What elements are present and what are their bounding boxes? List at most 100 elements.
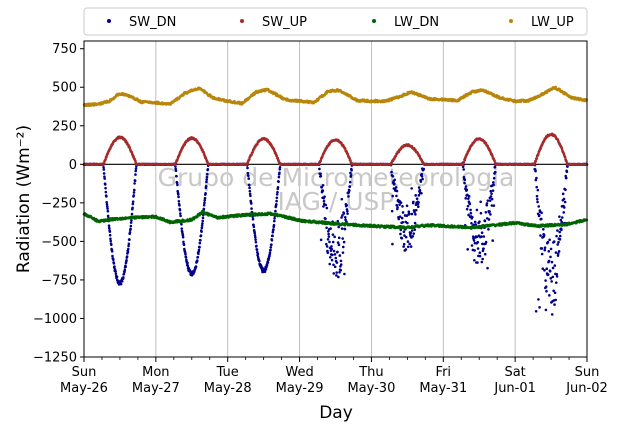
sw-dn-point <box>555 275 559 278</box>
sw-dn-point <box>126 250 130 254</box>
sw-dn-point <box>560 228 563 232</box>
sw-dn-point <box>206 172 209 176</box>
sw-dn-point <box>401 220 405 224</box>
sw-dn-point <box>414 213 417 216</box>
sw-dn-point <box>322 199 326 203</box>
sw-dn-point <box>473 249 476 252</box>
sw-dn-point <box>417 194 421 197</box>
sw-dn-point <box>478 220 481 223</box>
sw-dn-point <box>124 265 127 269</box>
sw-dn-point <box>535 176 538 180</box>
sw-dn-point <box>105 205 109 208</box>
sw-dn-point <box>553 291 557 295</box>
sw-dn-point <box>178 212 182 215</box>
sw-dn-point <box>402 230 406 233</box>
sw-dn-point <box>410 212 414 216</box>
sw-dn-point <box>323 195 326 198</box>
sw-dn-point <box>466 193 469 197</box>
sw-dn-point <box>129 224 133 228</box>
sw-dn-point <box>489 213 492 216</box>
sw-dn-point <box>342 240 346 244</box>
sw-dn-point <box>112 262 116 265</box>
sw-dn-point <box>269 248 272 252</box>
sw-dn-point <box>108 230 112 233</box>
sw-dn-point <box>204 184 208 188</box>
sw-dn-point <box>341 245 345 249</box>
sw-dn-point <box>330 247 334 251</box>
sw-dn-point <box>338 270 341 274</box>
sw-dn-point <box>413 210 416 214</box>
sw-dn-point <box>407 210 411 214</box>
sw-dn-point <box>479 211 483 215</box>
sw-dn-point <box>559 218 563 222</box>
sw-dn-point <box>325 226 328 230</box>
sw-dn-point <box>487 218 491 221</box>
sw-dn-point <box>271 234 274 237</box>
sw-up-point <box>128 146 131 149</box>
sw-dn-point <box>251 217 255 221</box>
sw-dn-point <box>490 204 494 207</box>
sw-dn-point <box>177 200 181 203</box>
sw-dn-point <box>556 243 559 246</box>
sw-dn-point <box>104 186 107 190</box>
sw-dn-point <box>349 171 352 175</box>
sw-dn-point <box>483 219 487 223</box>
sw-dn-point <box>119 282 123 286</box>
sw-up-point <box>102 163 105 167</box>
sw-dn-point <box>104 190 108 194</box>
sw-dn-point <box>478 254 482 258</box>
sw-dn-point <box>270 238 274 242</box>
sw-dn-point <box>535 197 539 201</box>
sw-dn-point <box>486 199 490 202</box>
sw-dn-point <box>542 228 545 231</box>
sw-dn-point <box>476 261 479 264</box>
sw-dn-point <box>198 241 202 245</box>
sw-dn-point <box>544 285 548 288</box>
sw-dn-point <box>349 173 353 177</box>
sw-dn-point <box>109 237 112 241</box>
sw-dn-point <box>471 235 475 238</box>
sw-dn-point <box>110 243 113 247</box>
sw-dn-point <box>417 201 420 204</box>
sw-dn-point <box>327 230 330 233</box>
sw-dn-point <box>419 180 423 183</box>
sw-dn-point <box>491 239 495 242</box>
sw-dn-point <box>319 238 323 242</box>
sw-dn-point <box>348 189 351 192</box>
sw-dn-point <box>186 261 189 265</box>
sw-dn-point <box>249 194 252 198</box>
sw-dn-point <box>258 259 261 263</box>
sw-dn-point <box>115 275 119 279</box>
sw-dn-point <box>476 240 480 244</box>
sw-dn-point <box>331 240 335 244</box>
sw-dn-point <box>200 230 203 233</box>
sw-dn-point <box>269 246 273 249</box>
sw-dn-point <box>557 240 560 244</box>
sw-dn-point <box>465 188 469 192</box>
sw-dn-point <box>174 169 178 173</box>
sw-dn-point <box>555 272 559 276</box>
sw-dn-point <box>324 217 327 221</box>
sw-dn-point <box>125 255 129 258</box>
vertical-grid <box>155 41 516 357</box>
sw-dn-point <box>129 221 133 224</box>
sw-dn-point <box>556 252 560 255</box>
sw-dn-point <box>557 250 561 253</box>
sw-dn-point <box>176 189 179 193</box>
sw-dn-point <box>536 200 539 204</box>
sw-dn-point <box>253 234 257 237</box>
sw-dn-point <box>326 251 330 255</box>
sw-dn-point <box>420 175 424 178</box>
sw-dn-point <box>405 204 409 208</box>
sw-dn-point <box>545 267 549 270</box>
sw-dn-point <box>130 218 133 222</box>
sw-dn-point <box>249 202 253 205</box>
sw-dn-point <box>486 266 489 270</box>
sw-dn-point <box>201 216 205 220</box>
sw-dn-point <box>335 271 338 274</box>
sw-dn-point <box>548 238 551 242</box>
sw-dn-point <box>125 259 128 262</box>
sw-dn-point <box>337 243 341 247</box>
sw-dn-point <box>278 165 282 169</box>
sw-dn-point <box>133 179 137 182</box>
